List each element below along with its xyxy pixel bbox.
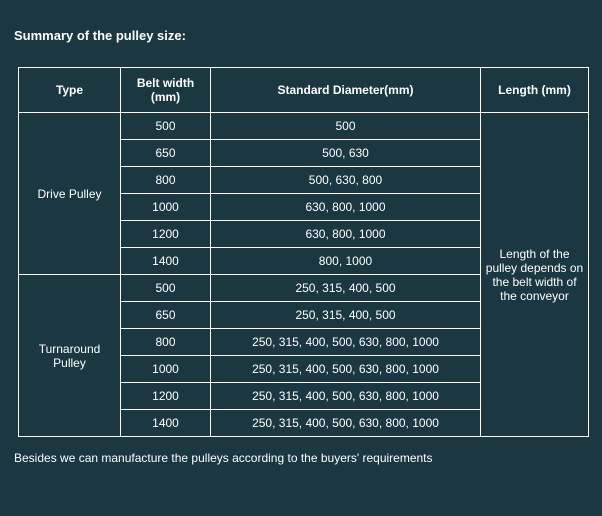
diam-cell: 500 (211, 113, 481, 140)
diam-cell: 500, 630, 800 (211, 167, 481, 194)
col-header-diameter: Standard Diameter(mm) (211, 68, 481, 113)
table-wrapper: Type Belt width (mm) Standard Diameter(m… (10, 67, 592, 437)
table-row: Drive Pulley 500 500 Length of the pulle… (19, 113, 589, 140)
diam-cell: 250, 315, 400, 500, 630, 800, 1000 (211, 410, 481, 437)
bw-cell: 500 (121, 275, 211, 302)
bw-cell: 800 (121, 329, 211, 356)
pulley-size-table: Type Belt width (mm) Standard Diameter(m… (18, 67, 589, 437)
bw-cell: 1400 (121, 248, 211, 275)
diam-cell: 630, 800, 1000 (211, 194, 481, 221)
length-note-cell: Length of the pulley depends on the belt… (481, 113, 589, 437)
diam-cell: 250, 315, 400, 500, 630, 800, 1000 (211, 356, 481, 383)
footer-note: Besides we can manufacture the pulleys a… (14, 451, 592, 465)
col-header-belt-width: Belt width (mm) (121, 68, 211, 113)
bw-cell: 800 (121, 167, 211, 194)
bw-cell: 1000 (121, 194, 211, 221)
diam-cell: 250, 315, 400, 500 (211, 275, 481, 302)
bw-cell: 1200 (121, 383, 211, 410)
type-cell-turnaround-pulley: Turnaround Pulley (19, 275, 121, 437)
page-title: Summary of the pulley size: (14, 28, 592, 43)
bw-cell: 500 (121, 113, 211, 140)
diam-cell: 250, 315, 400, 500, 630, 800, 1000 (211, 383, 481, 410)
diam-cell: 500, 630 (211, 140, 481, 167)
diam-cell: 250, 315, 400, 500 (211, 302, 481, 329)
type-cell-drive-pulley: Drive Pulley (19, 113, 121, 275)
diam-cell: 800, 1000 (211, 248, 481, 275)
bw-cell: 1200 (121, 221, 211, 248)
diam-cell: 250, 315, 400, 500, 630, 800, 1000 (211, 329, 481, 356)
page-container: Summary of the pulley size: Type Belt wi… (0, 0, 602, 475)
col-header-length: Length (mm) (481, 68, 589, 113)
bw-cell: 1000 (121, 356, 211, 383)
col-header-type: Type (19, 68, 121, 113)
bw-cell: 650 (121, 302, 211, 329)
table-header-row: Type Belt width (mm) Standard Diameter(m… (19, 68, 589, 113)
diam-cell: 630, 800, 1000 (211, 221, 481, 248)
bw-cell: 1400 (121, 410, 211, 437)
bw-cell: 650 (121, 140, 211, 167)
